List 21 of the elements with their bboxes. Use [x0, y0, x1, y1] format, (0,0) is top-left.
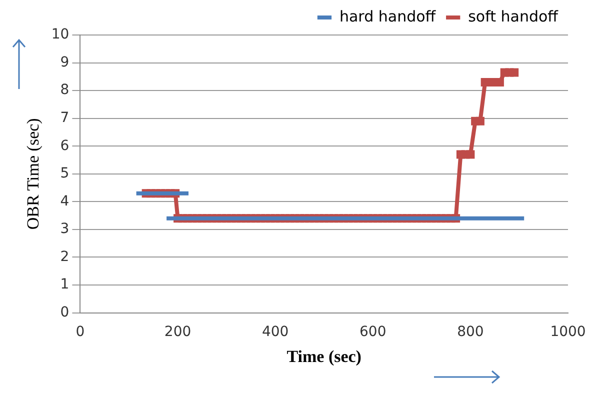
y-tick-label: 8: [60, 82, 70, 98]
x-tick-label: 600: [360, 324, 386, 340]
y-axis-title: OBR Time (sec): [24, 118, 43, 230]
x-tick-label: 0: [76, 324, 85, 340]
legend-label: soft handoff: [468, 7, 559, 26]
y-tick-label: 2: [60, 248, 70, 265]
y-tick-label: 0: [60, 304, 70, 320]
x-axis-title: Time (sec): [286, 347, 362, 366]
y-tick-label: 7: [60, 110, 70, 126]
y-tick-label: 4: [60, 193, 70, 210]
x-tick-label: 800: [457, 324, 484, 340]
x-tick-label: 1000: [550, 324, 586, 340]
y-tick-label: 10: [51, 26, 70, 43]
legend-label: hard handoff: [339, 7, 436, 26]
y-tick-label: 3: [60, 221, 70, 238]
y-tick-label: 6: [60, 138, 70, 154]
x-tick-label: 400: [262, 324, 289, 340]
y-tick-label: 1: [60, 276, 70, 293]
y-tick-label: 5: [60, 166, 70, 182]
y-tick-label: 9: [60, 54, 70, 70]
x-tick-label: 200: [164, 324, 192, 340]
